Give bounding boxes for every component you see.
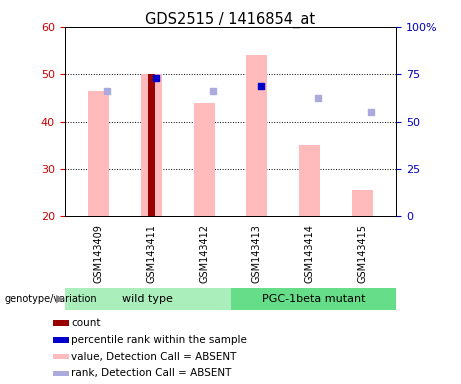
Point — [104, 88, 111, 94]
Text: PGC-1beta mutant: PGC-1beta mutant — [262, 294, 365, 304]
Text: GSM143411: GSM143411 — [147, 224, 156, 283]
Bar — [194, 103, 215, 216]
Point — [314, 95, 322, 101]
Bar — [148, 74, 154, 216]
Text: percentile rank within the sample: percentile rank within the sample — [71, 335, 247, 345]
Text: ▶: ▶ — [56, 294, 65, 304]
Point — [152, 75, 160, 81]
Bar — [53, 337, 69, 343]
Point — [209, 88, 216, 94]
Bar — [299, 145, 320, 216]
Text: rank, Detection Call = ABSENT: rank, Detection Call = ABSENT — [71, 368, 232, 379]
Text: genotype/variation: genotype/variation — [5, 294, 97, 304]
Text: value, Detection Call = ABSENT: value, Detection Call = ABSENT — [71, 352, 236, 362]
Bar — [53, 320, 69, 326]
Text: count: count — [71, 318, 101, 328]
Bar — [65, 288, 230, 310]
Bar — [246, 55, 267, 216]
Text: GSM143412: GSM143412 — [199, 224, 209, 283]
Text: GDS2515 / 1416854_at: GDS2515 / 1416854_at — [145, 12, 316, 28]
Text: wild type: wild type — [122, 294, 173, 304]
Bar — [141, 74, 162, 216]
Bar — [230, 288, 396, 310]
Text: GSM143409: GSM143409 — [94, 224, 104, 283]
Bar — [88, 91, 109, 216]
Point — [367, 109, 374, 115]
Bar — [352, 190, 373, 216]
Bar — [53, 354, 69, 359]
Text: GSM143414: GSM143414 — [305, 224, 314, 283]
Text: GSM143415: GSM143415 — [357, 224, 367, 283]
Text: GSM143413: GSM143413 — [252, 224, 262, 283]
Point — [257, 83, 265, 89]
Bar — [53, 371, 69, 376]
